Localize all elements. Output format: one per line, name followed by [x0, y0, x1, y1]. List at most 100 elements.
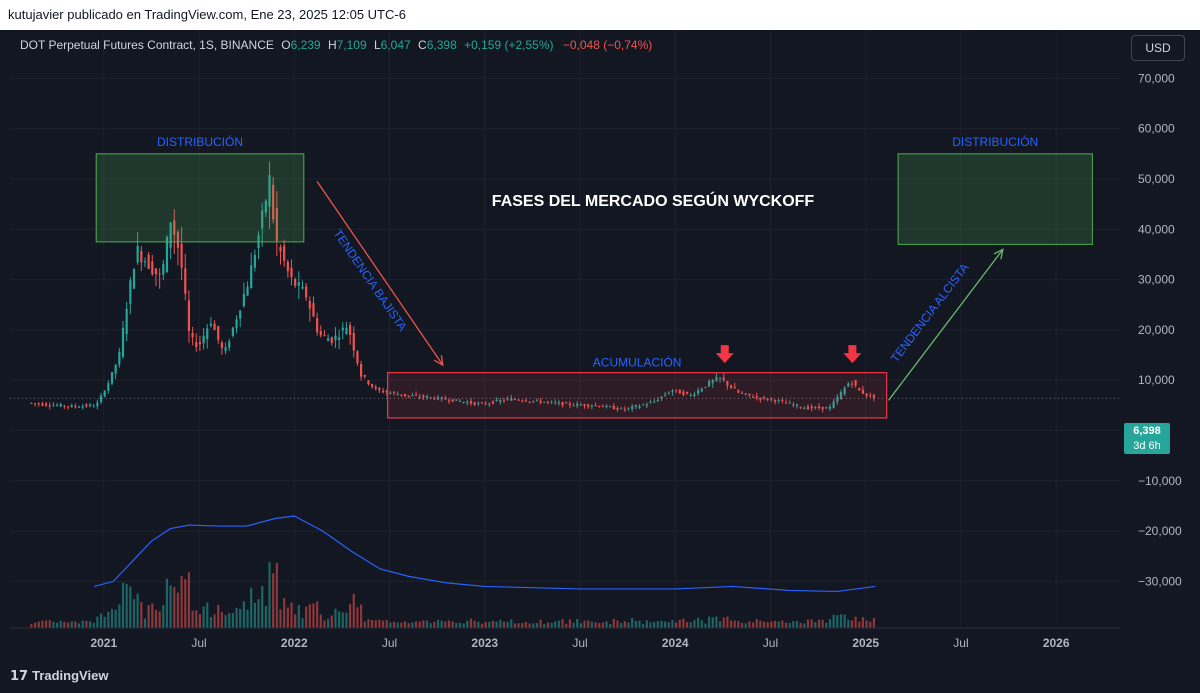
volume-bar	[524, 621, 528, 628]
x-tick-label: Jul	[572, 636, 587, 650]
price-chart-svg[interactable]: DISTRIBUCIÓN DISTRIBUCIÓN ACUMULACIÓN TENDE…	[0, 30, 1200, 693]
volume-bar	[239, 608, 242, 628]
candle-body	[718, 377, 722, 379]
open-value: 6,239	[290, 38, 321, 52]
volume-bar	[700, 620, 703, 628]
distribution-label: DISTRIBUCIÓN	[952, 134, 1038, 149]
symbol-name[interactable]: DOT Perpetual Futures Contract, 1S, BINA…	[20, 38, 274, 52]
volume-bar	[696, 617, 700, 628]
candle-body	[631, 406, 634, 409]
candle-body	[180, 243, 183, 268]
volume-bar	[616, 620, 619, 628]
volume-bar	[30, 624, 33, 628]
symbol-legend: DOT Perpetual Futures Contract, 1S, BINA…	[20, 38, 652, 52]
candle-body	[568, 403, 571, 406]
candle-body	[283, 245, 286, 261]
volume-bar	[235, 607, 238, 628]
candle-body	[286, 261, 289, 272]
candle-body	[253, 254, 256, 268]
volume-bar	[828, 619, 832, 628]
high-label: H	[327, 38, 337, 52]
candle-body	[762, 397, 766, 399]
candle-body	[784, 402, 788, 404]
volume-bar	[689, 622, 692, 628]
volume-bar	[737, 620, 740, 628]
candle-body	[513, 399, 517, 401]
candle-body	[638, 406, 641, 408]
volume-bar	[327, 618, 330, 628]
volume-bar	[715, 616, 718, 628]
chart-area[interactable]: DISTRIBUCIÓN DISTRIBUCIÓN ACUMULACIÓN TENDE…	[0, 30, 1200, 693]
trend-arrow-line	[316, 181, 444, 366]
candle-body	[609, 406, 612, 408]
volume-bar	[154, 609, 158, 628]
volume-bar	[521, 623, 524, 628]
y-tick-label: −10,000	[1138, 474, 1182, 488]
candle-body	[147, 254, 150, 269]
volume-bar	[162, 605, 165, 628]
candle-body	[143, 261, 147, 263]
volume-bar	[286, 607, 289, 628]
volume-bar	[598, 623, 601, 628]
candle-body	[565, 402, 568, 404]
candle-body	[836, 397, 839, 402]
trend-arrow-head	[433, 355, 444, 367]
volume-bar	[704, 623, 707, 628]
volume-bar	[755, 618, 758, 628]
volume-bar	[869, 621, 872, 628]
volume-bar	[224, 615, 227, 628]
volume-bar	[264, 605, 267, 628]
change-value: +0,159 (+2,55%)	[464, 38, 554, 52]
volume-bar	[612, 619, 615, 628]
volume-bar	[594, 622, 597, 628]
candle-body	[440, 397, 443, 400]
candle-body	[345, 327, 348, 335]
volume-bar	[726, 616, 729, 628]
volume-bar	[308, 604, 311, 628]
candle-body	[781, 399, 784, 401]
candle-body	[587, 404, 590, 407]
volume-bar	[865, 620, 868, 628]
candle-body	[535, 399, 539, 401]
volume-bar	[759, 620, 762, 628]
candle-body	[154, 268, 158, 275]
candle-body	[451, 399, 454, 402]
volume-bar	[99, 613, 103, 628]
candle-body	[305, 286, 308, 298]
volume-bar	[821, 619, 824, 628]
currency-button[interactable]: USD	[1131, 35, 1185, 61]
volume-bar	[678, 619, 681, 628]
candle-body	[169, 222, 172, 248]
volume-bar	[77, 623, 81, 628]
volume-bar	[110, 609, 114, 628]
volume-bar	[92, 623, 95, 628]
candle-body	[187, 300, 191, 332]
candle-body	[385, 391, 388, 393]
candle-body	[162, 263, 165, 275]
tradingview-footer[interactable]: 17 TradingView	[10, 668, 108, 684]
volume-bar	[96, 616, 99, 628]
candle-body	[660, 396, 663, 399]
volume-bar	[506, 621, 509, 628]
candle-body	[675, 389, 678, 391]
volume-bar	[784, 622, 788, 628]
volume-bar	[176, 592, 180, 628]
candle-body	[217, 326, 220, 340]
candle-body	[766, 398, 769, 400]
candle-body	[407, 395, 410, 397]
candle-body	[477, 403, 480, 405]
volume-bar	[751, 622, 755, 628]
volume-bar	[231, 612, 234, 628]
volume-bar	[140, 601, 143, 628]
candle-body	[70, 405, 73, 407]
volume-bar	[334, 608, 337, 628]
candle-body	[528, 401, 531, 403]
volume-bar	[781, 620, 784, 628]
candle-body	[198, 342, 202, 345]
volume-bar	[425, 620, 429, 628]
candle-body	[195, 341, 198, 347]
volume-bar	[729, 620, 733, 628]
volume-bar	[323, 620, 326, 628]
candle-body	[649, 402, 652, 404]
volume-bar	[766, 622, 769, 628]
